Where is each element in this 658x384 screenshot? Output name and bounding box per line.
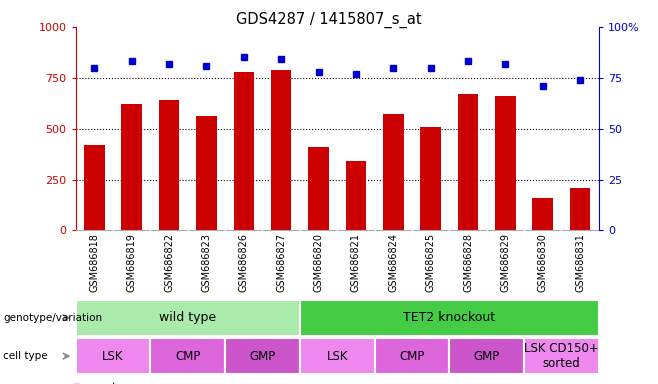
Bar — [495, 96, 516, 230]
Bar — [271, 70, 291, 230]
Text: GMP: GMP — [474, 350, 500, 362]
Text: LSK CD150+
sorted: LSK CD150+ sorted — [524, 342, 599, 370]
Bar — [122, 104, 142, 230]
Bar — [84, 145, 105, 230]
Text: LSK: LSK — [326, 350, 348, 362]
Text: genotype/variation: genotype/variation — [3, 313, 103, 323]
Bar — [374, 338, 449, 374]
Text: CMP: CMP — [399, 350, 424, 362]
Bar — [458, 94, 478, 230]
Bar — [383, 114, 403, 230]
Text: LSK: LSK — [102, 350, 124, 362]
Bar — [76, 338, 151, 374]
Bar — [234, 72, 254, 230]
Bar — [196, 116, 216, 230]
Bar — [570, 188, 590, 230]
Bar — [300, 300, 599, 336]
Bar — [159, 100, 180, 230]
Text: GDS4287 / 1415807_s_at: GDS4287 / 1415807_s_at — [236, 12, 422, 28]
Bar — [532, 198, 553, 230]
Bar — [345, 161, 367, 230]
Bar — [449, 338, 524, 374]
Bar — [76, 300, 300, 336]
Text: GMP: GMP — [249, 350, 276, 362]
Bar — [524, 338, 599, 374]
Text: CMP: CMP — [175, 350, 201, 362]
Text: cell type: cell type — [3, 351, 48, 361]
Bar — [300, 338, 374, 374]
Text: count: count — [86, 382, 117, 384]
Bar — [308, 147, 329, 230]
Bar — [151, 338, 225, 374]
Bar — [420, 127, 441, 230]
Bar — [225, 338, 300, 374]
Text: wild type: wild type — [159, 311, 216, 324]
Text: TET2 knockout: TET2 knockout — [403, 311, 495, 324]
